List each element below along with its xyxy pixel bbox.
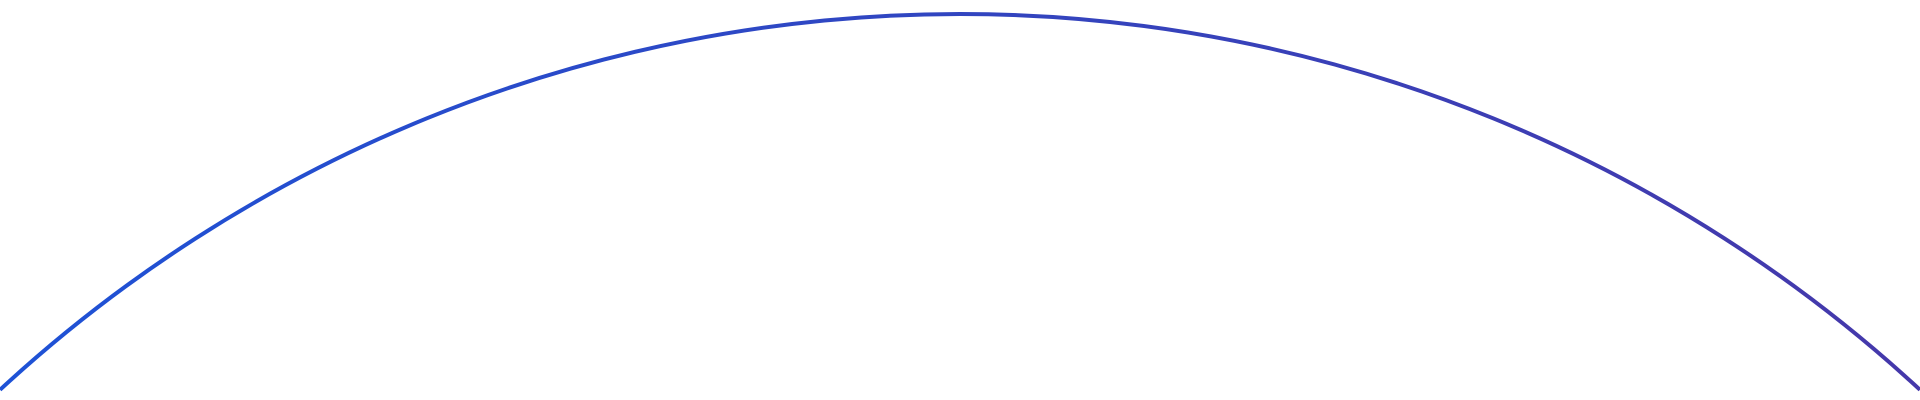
decorative-arc: [0, 11, 1920, 392]
